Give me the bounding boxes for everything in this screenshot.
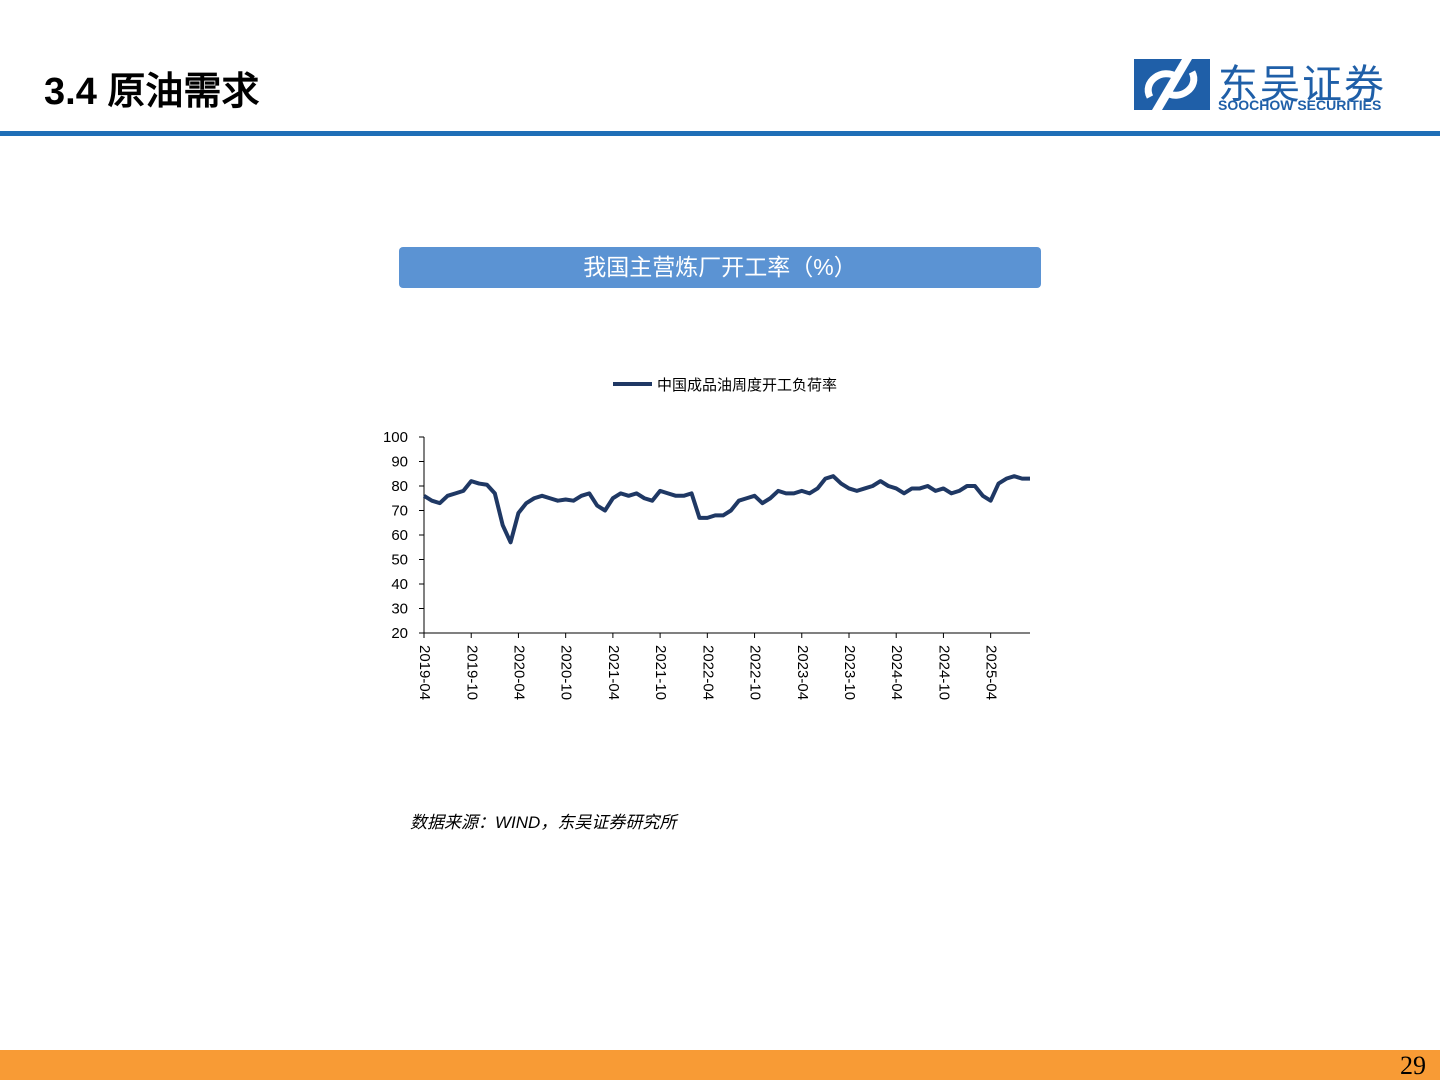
x-tick-label: 2021-10 <box>652 645 669 700</box>
header-rule <box>0 131 1440 136</box>
y-tick-label: 90 <box>391 454 408 471</box>
y-tick-label: 20 <box>391 625 408 642</box>
y-tick-label: 40 <box>391 576 408 593</box>
logo-subtext: SOOCHOW SECURITIES <box>1218 97 1382 113</box>
x-tick-label: 2020-04 <box>510 645 527 700</box>
x-tick-label: 2019-10 <box>463 645 480 700</box>
x-tick-label: 2023-10 <box>841 645 858 700</box>
panel-title: 我国主营炼厂开工率（%） <box>399 247 1041 288</box>
y-tick-label: 100 <box>383 429 408 446</box>
y-tick-label: 30 <box>391 601 408 618</box>
x-tick-label: 2020-10 <box>558 645 575 700</box>
y-tick-label: 60 <box>391 527 408 544</box>
data-line <box>422 474 1030 545</box>
footer-bar <box>0 1050 1440 1080</box>
y-tick-label: 80 <box>391 478 408 495</box>
logo-text: 东吴证券 <box>1218 63 1386 107</box>
slide-title: 3.4 原油需求 <box>44 71 260 113</box>
source-note: 数据来源：WIND，东吴证券研究所 <box>410 813 677 832</box>
logo-icon <box>1134 59 1210 110</box>
x-tick-label: 2021-04 <box>605 645 622 700</box>
x-tick-label: 2023-04 <box>794 645 811 700</box>
y-tick-label: 70 <box>391 503 408 520</box>
y-tick-label: 50 <box>391 552 408 569</box>
legend-label: 中国成品油周度开工负荷率 <box>657 377 837 394</box>
x-tick-label: 2022-10 <box>747 645 764 700</box>
chart: 20 30 40 50 60 70 80 90 100 2019-04 2019-10 2020-04… <box>383 377 1030 700</box>
x-tick-label: 2025-04 <box>983 645 1000 700</box>
x-tick-label: 2022-04 <box>699 645 716 700</box>
x-tick-label: 2024-04 <box>888 645 905 700</box>
x-tick-label: 2019-04 <box>416 645 433 700</box>
page-number: 29 <box>1400 1051 1426 1080</box>
x-tick-label: 2024-10 <box>935 645 952 700</box>
